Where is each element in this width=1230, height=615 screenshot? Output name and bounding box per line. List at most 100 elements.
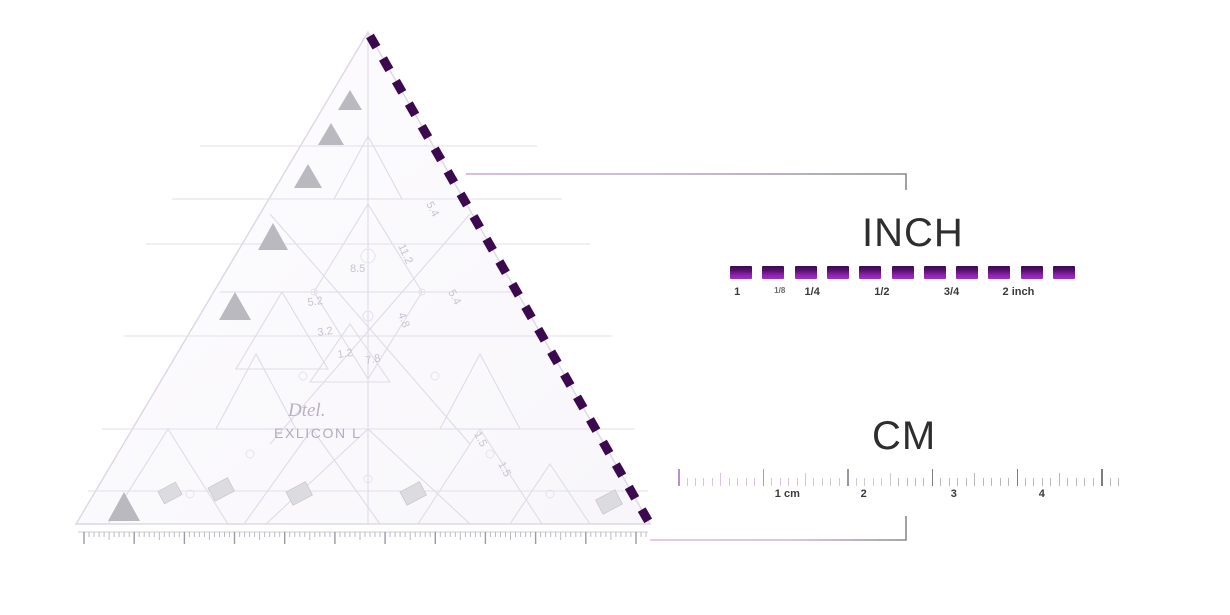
svg-text:7.8: 7.8 <box>364 352 381 366</box>
inch-label: 1/4 <box>804 286 820 298</box>
inch-label: 1/2 <box>874 286 890 298</box>
inch-label: 2 inch <box>1002 286 1035 298</box>
svg-text:4.8: 4.8 <box>395 311 412 329</box>
cm-ruler-tick <box>821 478 823 486</box>
cm-ruler-tick <box>1084 478 1086 486</box>
cm-ruler-tick <box>898 478 899 486</box>
cm-ruler-tick <box>974 473 976 486</box>
cm-ruler-tick <box>694 478 696 486</box>
cm-ruler-tick <box>762 469 765 486</box>
connector-line-inch <box>466 173 907 190</box>
cm-ruler-tick <box>728 478 730 486</box>
cm-ruler-tick <box>881 478 883 486</box>
cm-ruler-tick <box>999 478 1001 486</box>
inch-dash-mark <box>826 266 849 279</box>
cm-ruler-tick <box>914 478 916 486</box>
cm-ruler-tick <box>855 478 857 486</box>
cm-ruler-tick <box>872 478 874 486</box>
cm-ruler-tick <box>1033 478 1035 486</box>
cm-ruler-tick <box>1058 473 1060 486</box>
cm-ruler-tick <box>745 478 747 486</box>
cm-ruler-tick <box>991 478 993 486</box>
cm-ruler-tick <box>1118 478 1119 486</box>
cm-heading: CM <box>872 414 937 458</box>
cm-ruler-tick <box>686 478 688 486</box>
inch-dash-mark <box>923 266 946 279</box>
cm-ruler-tick <box>1050 478 1052 486</box>
svg-text:1.2: 1.2 <box>337 347 354 361</box>
cm-ruler-tick <box>948 478 950 486</box>
cm-ruler-tick <box>813 478 815 486</box>
dotted-hypotenuse-highlight <box>366 33 654 527</box>
cm-ruler-tick <box>788 478 789 486</box>
cm-ruler-tick <box>889 473 891 486</box>
inch-dash-mark <box>988 266 1011 279</box>
inch-label: 1/8 <box>774 286 786 295</box>
left-edge-triangle-markers <box>108 90 362 521</box>
cm-ruler-tick <box>1067 478 1069 486</box>
internal-triangle-templates <box>107 32 592 525</box>
inch-label: 1 <box>734 286 741 298</box>
bottom-edge-ruler <box>78 531 648 544</box>
inch-dash-mark <box>859 266 882 279</box>
cm-ruler-tick <box>940 478 942 486</box>
cm-ruler-tick <box>1109 478 1111 486</box>
cm-ruler-tick <box>847 469 849 486</box>
inch-dash-mark <box>762 266 785 279</box>
inch-dash-mark <box>730 266 752 279</box>
cm-ruler-tick <box>965 478 967 486</box>
brand-markings: Dtel. EXLICON L <box>274 400 362 441</box>
cm-label: 2 <box>860 488 867 500</box>
cm-ruler-tick <box>754 478 756 486</box>
inch-scale-labels: 1 1/8 1/4 1/2 3/4 2 inch <box>730 286 1075 302</box>
cm-ruler-tick <box>957 478 959 486</box>
cm-ruler-tick <box>711 478 713 486</box>
inch-heading: INCH <box>862 211 964 255</box>
cm-ruler-tick <box>1041 478 1043 486</box>
inch-dash-mark <box>1053 266 1075 279</box>
svg-text:3.2: 3.2 <box>317 325 334 339</box>
cm-ruler-tick <box>1016 469 1019 486</box>
cm-ruler-tick <box>864 478 866 486</box>
cm-ruler-scale <box>678 466 1119 490</box>
cm-ruler-tick <box>923 478 925 486</box>
model-label: EXLICON L <box>274 425 362 441</box>
cm-ruler-tick <box>796 478 798 486</box>
inch-dash-mark <box>1020 266 1043 279</box>
cm-ruler-tick <box>678 469 680 486</box>
inch-dashed-scale <box>730 266 1075 282</box>
cm-label: 3 <box>950 488 957 500</box>
cm-ruler-tick <box>720 473 722 486</box>
base-tag-markers <box>157 477 624 515</box>
cm-ruler-tick <box>1075 478 1077 486</box>
cm-ruler-tick <box>1101 469 1103 486</box>
cm-ruler-tick <box>838 478 840 486</box>
cm-ruler-tick <box>703 478 705 486</box>
svg-text:8.5: 8.5 <box>350 263 365 275</box>
cm-label: 1 cm <box>774 488 800 500</box>
cm-ruler-tick <box>830 478 832 486</box>
brand-script-logo: Dtel. <box>287 400 325 421</box>
cm-ruler-tick <box>906 478 908 486</box>
hole-markers <box>185 248 555 499</box>
cm-ruler-tick <box>1008 478 1009 486</box>
inch-dash-mark <box>891 266 914 279</box>
cm-scale-labels: 1 cm 2 3 4 <box>678 488 1118 504</box>
cm-ruler-tick <box>779 478 781 486</box>
cm-ruler-tick <box>737 478 739 486</box>
inch-label: 3/4 <box>943 286 960 298</box>
inch-dash-mark <box>794 266 817 279</box>
ruler-body <box>74 30 652 525</box>
inch-dash-mark <box>956 266 979 279</box>
cm-ruler-tick <box>804 473 806 486</box>
triangular-ruler-product-image: 11.2 8.5 5.2 3.2 1.2 7.8 4.8 5.4 5.4 1.5… <box>50 24 670 554</box>
connector-line-cm <box>650 516 907 541</box>
cm-label: 4 <box>1038 488 1045 500</box>
cm-ruler-tick <box>931 469 934 486</box>
cm-ruler-tick <box>1092 478 1094 486</box>
cm-ruler-tick <box>771 478 773 486</box>
svg-text:5.2: 5.2 <box>307 295 324 309</box>
cm-ruler-tick <box>1024 478 1026 486</box>
cm-ruler-tick <box>982 478 984 486</box>
